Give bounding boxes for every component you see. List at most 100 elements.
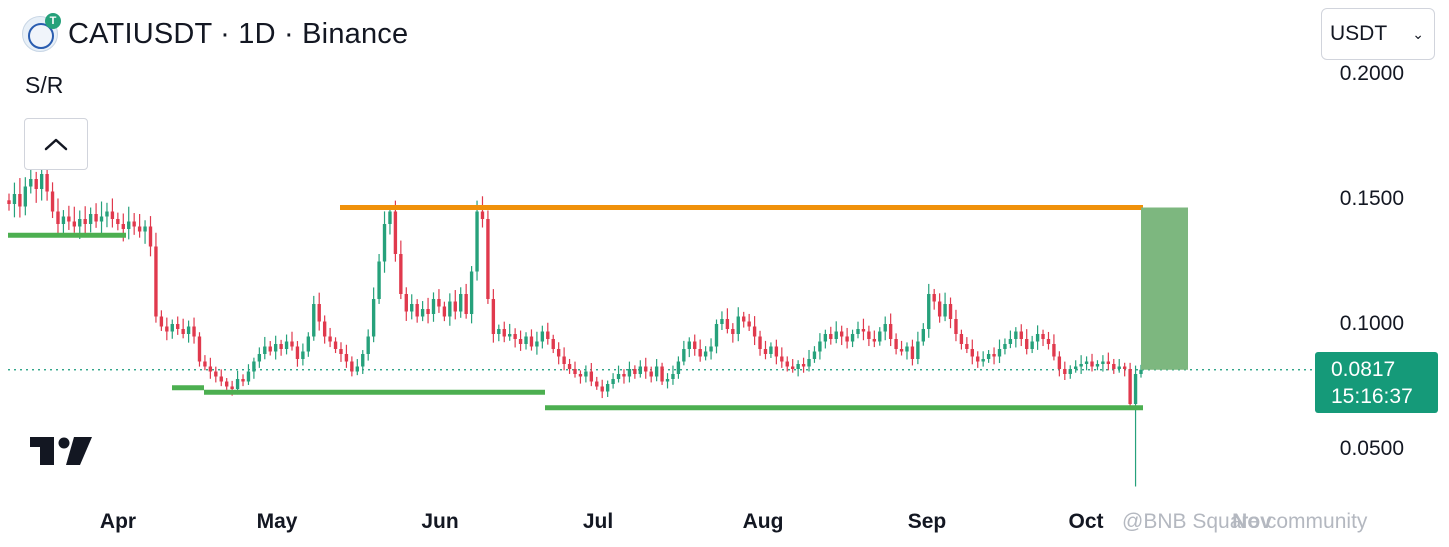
candle-body [143,226,147,232]
candle-body [791,366,795,369]
tradingview-logo[interactable] [30,437,92,472]
time-tick-sep: Sep [907,510,947,533]
candle-body [116,219,120,224]
candle-body [186,326,191,334]
candle-body [1112,364,1116,369]
candle-body [78,219,82,227]
candle-body [350,361,354,372]
candle-body [943,304,947,317]
candle-body [225,381,229,387]
candle-body [905,346,909,352]
candle-body [279,344,283,349]
candle-body [976,356,980,362]
candle-body [633,369,637,374]
candle-body [578,374,583,377]
candle-body [916,341,920,359]
price-tick-0150: 0.1500 [1339,187,1404,210]
candle-body [622,374,626,377]
candle-body [888,324,893,339]
candle-body [88,214,93,224]
candle-body [932,294,936,302]
candle-body [371,299,376,337]
candle-body [442,306,447,317]
currency-select[interactable]: USDT ⌄ [1321,8,1435,60]
candle-body [518,339,523,344]
candle-body [132,221,136,227]
chart-header: T CATIUSDT · 1D · Binance [22,13,409,54]
candle-body [393,211,398,254]
candle-body [437,299,441,307]
tether-icon: T [45,13,61,29]
candle-body [1090,361,1094,367]
candle-body [573,369,577,374]
candle-body [410,304,414,312]
candle-body [1128,369,1132,404]
candle-body [230,386,234,389]
candle-body [34,179,38,189]
time-tick-jun: Jun [421,510,459,533]
candle-body [546,331,550,339]
candle-body [50,191,55,212]
candle-body [328,336,332,342]
candle-body [965,344,969,349]
candle-body [829,334,833,339]
candle-body [720,319,724,324]
candle-body [1068,369,1072,374]
candle-body [660,366,664,382]
candle-body [388,211,392,224]
candle-body [399,254,403,294]
candle-body [502,329,506,337]
candle-body [475,211,479,272]
collapse-indicators-button[interactable] [24,118,88,170]
candle-body [1101,361,1105,364]
candle-body [469,271,474,314]
candle-body [252,361,256,372]
candle-body [758,336,762,349]
candle-body [214,371,218,377]
candle-body [703,351,708,357]
candle-body [1052,344,1056,357]
candle-body [954,319,958,334]
bar-countdown: 15:16:37 [1331,385,1413,408]
candle-body [197,336,202,362]
symbol-title[interactable]: CATIUSDT · 1D · Binance [68,17,409,50]
candle-body [970,349,974,357]
tradingview-icon [30,437,92,465]
candle-body [910,346,915,359]
candle-body [339,349,343,354]
candle-body [273,344,278,352]
candle-body [1084,361,1089,364]
candle-body [535,341,539,347]
candle-body [812,351,817,359]
candle-body [600,386,604,392]
time-tick-aug: Aug [742,510,784,533]
candle-body [29,179,33,187]
candle-body [742,316,746,322]
candle-body [1057,356,1062,369]
candle-body [818,341,822,352]
candle-body [747,321,751,327]
candle-body [725,319,730,329]
candle-body [295,346,300,359]
candle-body [420,309,425,317]
candle-body [480,211,485,219]
candle-body [105,211,109,217]
time-tick-apr: Apr [99,510,137,533]
indicator-label[interactable]: S/R [25,72,64,98]
candle-body [796,364,800,369]
overlays-layer [8,205,1188,411]
candle-body [284,341,289,349]
candle-body [927,294,931,329]
candle-body [867,331,871,339]
candle-body [736,316,740,334]
candle-body [426,309,430,314]
candle-body [61,216,66,224]
candle-body [83,219,87,224]
candle-body [1041,334,1045,339]
candle-body [948,304,953,319]
candle-body [693,341,697,349]
candle-body [99,216,104,222]
candle-body [839,331,844,337]
candle-body [361,354,365,367]
